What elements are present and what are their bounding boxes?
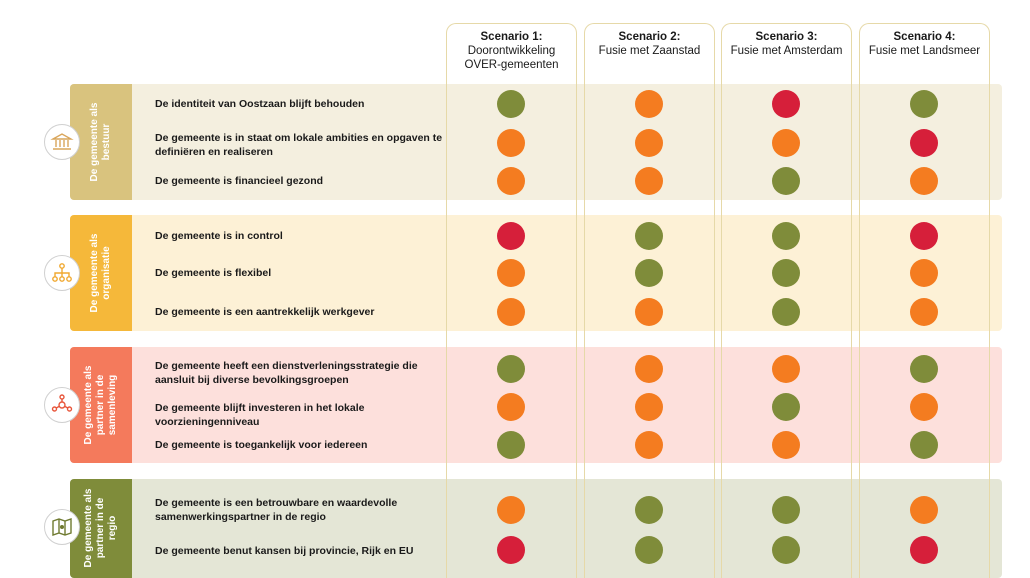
row-voorzieningen-label: De gemeente blijft investeren in het lok… (155, 402, 365, 428)
group-regio-label: De gemeente als partner in de regio (83, 488, 118, 568)
rating-dot-green (772, 259, 800, 287)
rating-dot-orange (497, 129, 525, 157)
row-samenwerkingspartner-label: De gemeente is een betrouwbare en waarde… (155, 497, 398, 523)
row-kansen-label: De gemeente benut kansen bij provincie, … (155, 545, 414, 557)
rating-dot-orange (772, 355, 800, 383)
group-bestuur-background (70, 84, 1002, 200)
scenario-4-title: Scenario 4: (893, 31, 956, 43)
rating-dot-orange (910, 259, 938, 287)
group-organisatie-background (70, 215, 1002, 331)
group-bestuur-label: De gemeente als bestuur (89, 102, 112, 182)
scenario-1-header: Scenario 1: Doorontwikkeling OVER-gemeen… (452, 30, 571, 72)
rating-dot-red (910, 129, 938, 157)
scenario-2-header: Scenario 2: Fusie met Zaanstad (590, 30, 709, 58)
scenario-4-subtitle: Fusie met Landsmeer (868, 45, 981, 57)
group-samenleving-background (70, 347, 1002, 463)
rating-dot-orange (635, 167, 663, 195)
rating-dot-green (910, 355, 938, 383)
rating-dot-green (497, 90, 525, 118)
row-ambities-label: De gemeente is in staat om lokale ambiti… (155, 132, 443, 158)
rating-dot-green (772, 393, 800, 421)
row-werkgever-label: De gemeente is een aantrekkelijk werkgev… (155, 306, 375, 318)
rating-dot-orange (635, 298, 663, 326)
rating-dot-green (772, 167, 800, 195)
rating-dot-red (910, 222, 938, 250)
rating-dot-orange (910, 393, 938, 421)
rating-dot-orange (635, 129, 663, 157)
organization-chart-icon (44, 255, 80, 291)
rating-dot-red (497, 222, 525, 250)
rating-dot-green (772, 298, 800, 326)
rating-dot-orange (635, 355, 663, 383)
rating-dot-orange (772, 129, 800, 157)
rating-dot-green (910, 90, 938, 118)
rating-dot-green (772, 496, 800, 524)
rating-dot-orange (910, 496, 938, 524)
rating-dot-orange (910, 298, 938, 326)
rating-dot-orange (497, 393, 525, 421)
group-bestuur-tab (70, 84, 132, 200)
rating-dot-red (497, 536, 525, 564)
row-dienstverlening-label: De gemeente heeft een dienstverleningsst… (155, 360, 418, 386)
rating-dot-orange (635, 431, 663, 459)
rating-dot-green (910, 431, 938, 459)
row-toegankelijk-label: De gemeente is toegankelijk voor iederee… (155, 439, 368, 451)
rating-dot-green (635, 496, 663, 524)
rating-dot-orange (497, 496, 525, 524)
scenario-3-title: Scenario 3: (755, 31, 818, 43)
rating-dot-orange (635, 90, 663, 118)
rating-dot-green (772, 222, 800, 250)
row-financieel-label: De gemeente is financieel gezond (155, 175, 324, 187)
rating-dot-green (772, 536, 800, 564)
scenario-3-header: Scenario 3: Fusie met Amsterdam (727, 30, 846, 58)
scenario-3-subtitle: Fusie met Amsterdam (730, 45, 843, 57)
rating-dot-orange (497, 298, 525, 326)
rating-dot-orange (772, 431, 800, 459)
scenario-1-title: Scenario 1: (480, 31, 543, 43)
scenario-2-title: Scenario 2: (618, 31, 681, 43)
rating-dot-orange (635, 393, 663, 421)
rating-dot-green (635, 259, 663, 287)
rating-dot-orange (497, 259, 525, 287)
rating-dot-green (635, 222, 663, 250)
rating-dot-orange (497, 167, 525, 195)
group-samenleving-tab (70, 347, 132, 463)
rating-dot-red (772, 90, 800, 118)
rating-dot-green (635, 536, 663, 564)
group-regio-tab (70, 479, 132, 578)
rating-dot-orange (910, 167, 938, 195)
group-organisatie-label: De gemeente als organisatie (89, 233, 112, 313)
row-flexibel-label: De gemeente is flexibel (155, 267, 272, 279)
scenario-2-subtitle: Fusie met Zaanstad (598, 45, 701, 57)
government-building-icon (44, 124, 80, 160)
map-pin-icon (44, 509, 80, 545)
group-organisatie-tab (70, 215, 132, 331)
rating-dot-green (497, 431, 525, 459)
group-samenleving-label: De gemeente als partner in de samenlevin… (83, 365, 118, 445)
rating-dot-red (910, 536, 938, 564)
scenario-1-subtitle: Doorontwikkeling OVER-gemeenten (464, 45, 559, 71)
rating-dot-green (497, 355, 525, 383)
community-network-icon (44, 387, 80, 423)
group-regio-background (70, 479, 1002, 578)
scenario-4-header: Scenario 4: Fusie met Landsmeer (865, 30, 984, 58)
row-in-control-label: De gemeente is in control (155, 230, 283, 242)
row-identiteit-label: De identiteit van Oostzaan blijft behoud… (155, 98, 365, 110)
